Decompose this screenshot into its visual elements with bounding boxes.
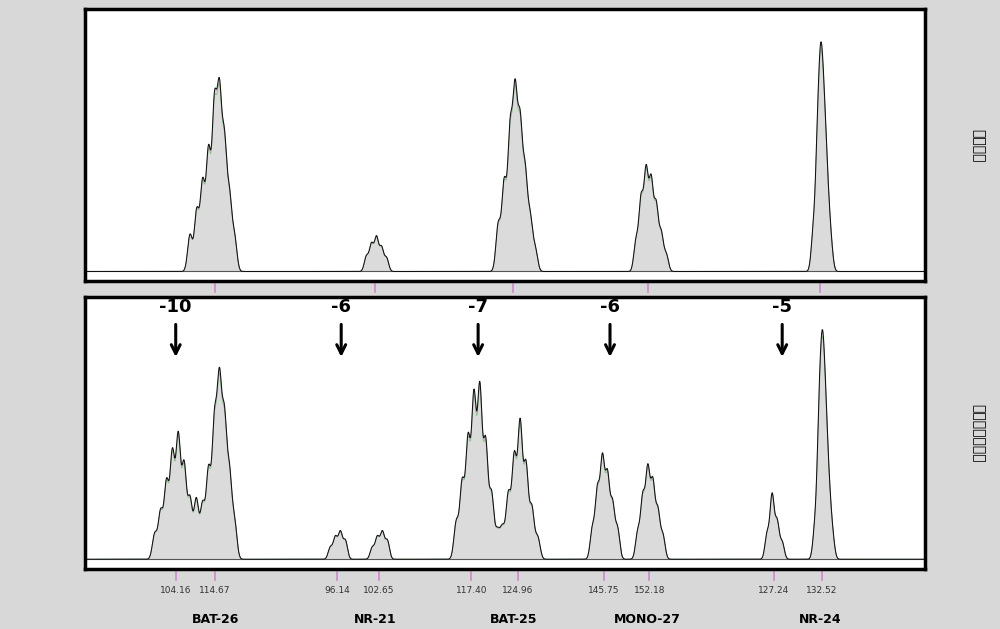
Text: 正常组织: 正常组织 (971, 129, 985, 162)
Text: 96.14: 96.14 (324, 586, 350, 594)
Text: -6: -6 (331, 298, 351, 316)
Text: 132.52: 132.52 (803, 298, 837, 308)
Text: BAT-25: BAT-25 (490, 613, 537, 626)
Text: 132.52: 132.52 (806, 586, 837, 594)
Text: BAT-26: BAT-26 (192, 613, 239, 626)
Text: NR-21: NR-21 (353, 613, 396, 626)
Text: 结肠直肠癌组织: 结肠直肠癌组织 (971, 404, 985, 462)
Text: NR-24: NR-24 (799, 613, 841, 626)
Text: 152.18: 152.18 (634, 586, 665, 594)
Text: -6: -6 (600, 298, 620, 316)
Text: 114.67: 114.67 (198, 298, 232, 308)
Text: 145.75: 145.75 (588, 586, 620, 594)
Text: MONO-27: MONO-27 (614, 613, 681, 626)
Text: 117.40: 117.40 (456, 586, 487, 594)
Text: -10: -10 (159, 298, 192, 316)
Text: 102.65: 102.65 (363, 586, 395, 594)
Text: 152.18: 152.18 (631, 298, 665, 308)
Text: 124.96: 124.96 (497, 298, 530, 308)
Text: -7: -7 (468, 298, 488, 316)
Text: 124.96: 124.96 (502, 586, 533, 594)
Text: 102.65: 102.65 (358, 298, 392, 308)
Text: 127.24: 127.24 (758, 586, 789, 594)
Text: 114.67: 114.67 (199, 586, 231, 594)
Text: 104.16: 104.16 (160, 586, 191, 594)
Text: -5: -5 (772, 298, 792, 316)
